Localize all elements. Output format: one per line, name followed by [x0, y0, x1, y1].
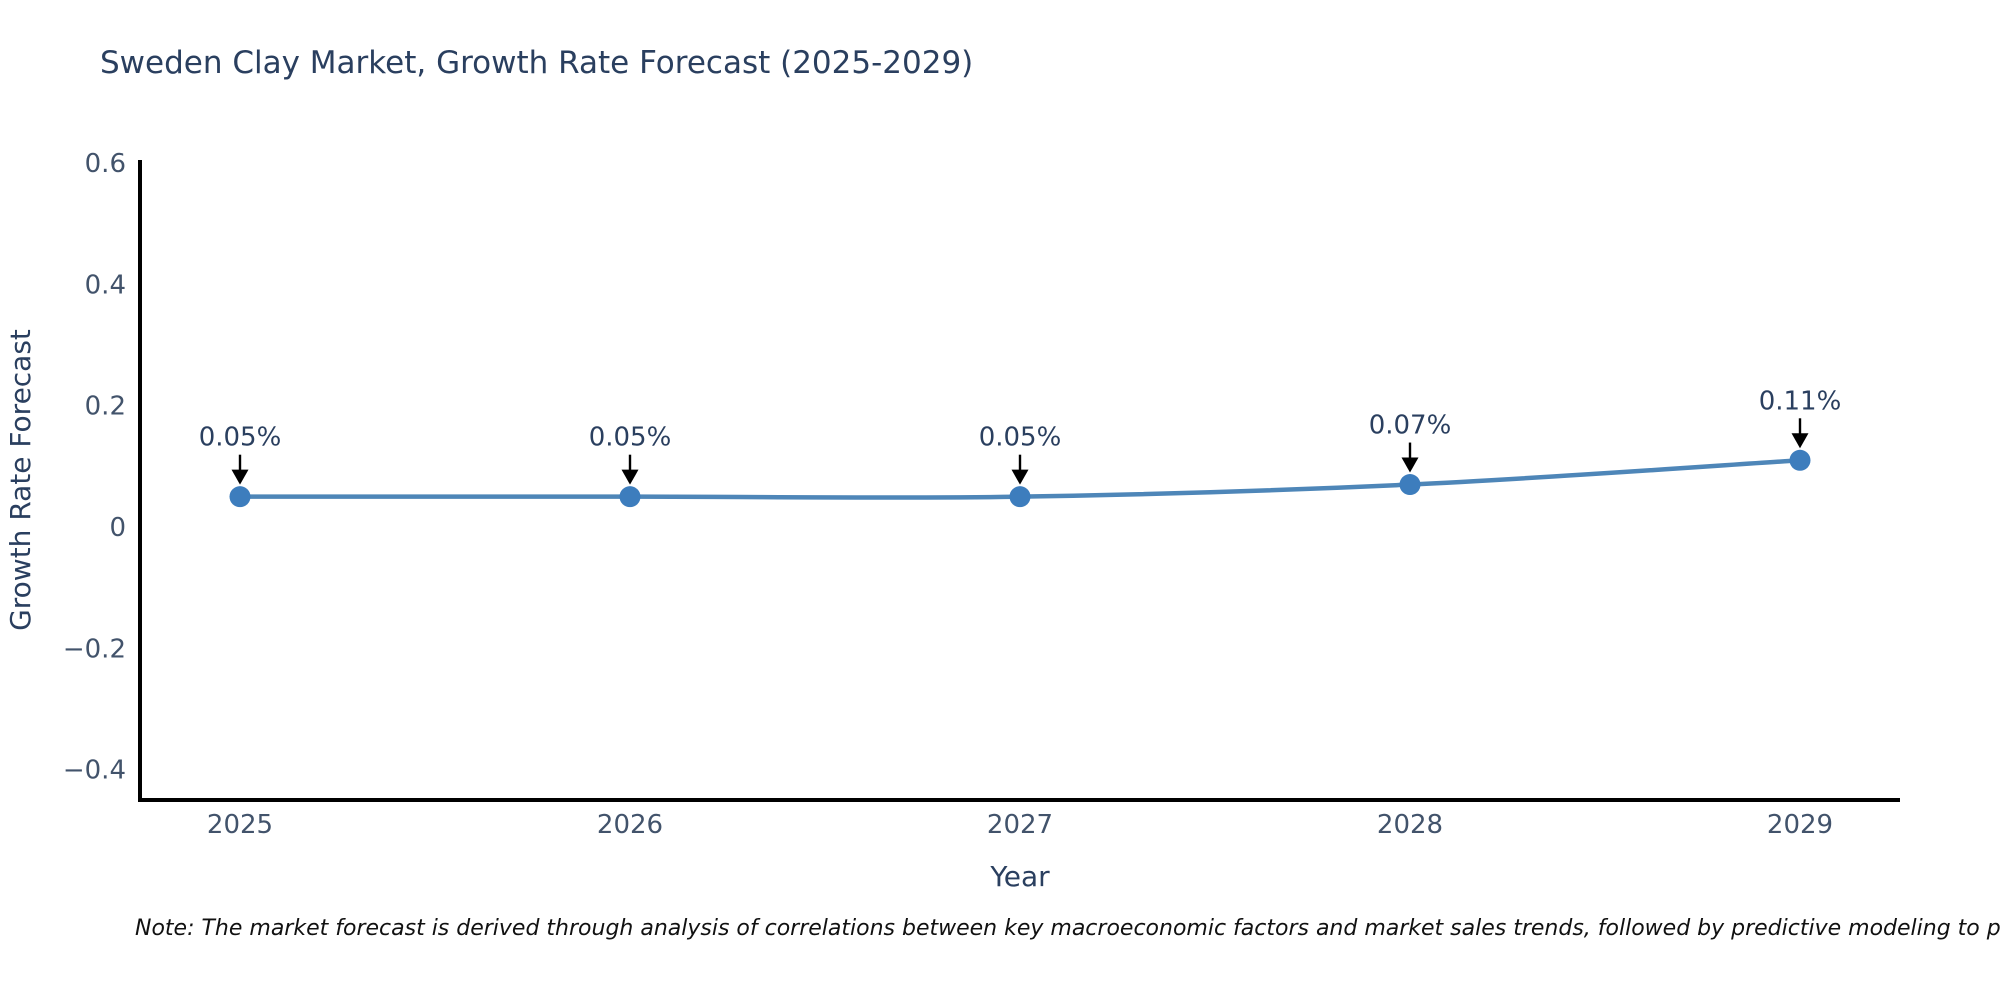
footnote: Note: The market forecast is derived thr… [135, 916, 2000, 941]
annotation-arrow-head [1401, 457, 1419, 473]
point-label: 0.05% [589, 423, 672, 453]
annotation-arrow-head [621, 469, 639, 485]
y-tick-label: 0.4 [85, 270, 126, 300]
annotation-arrow-head [1011, 469, 1029, 485]
y-tick-label: −0.4 [63, 756, 126, 786]
x-tick-label: 2028 [1377, 810, 1443, 840]
chart-title: Sweden Clay Market, Growth Rate Forecast… [100, 45, 974, 81]
x-tick-label: 2029 [1767, 810, 1833, 840]
y-tick-label: −0.2 [63, 634, 126, 664]
point-label: 0.11% [1759, 386, 1842, 416]
point-label: 0.07% [1369, 411, 1452, 441]
x-tick-label: 2025 [207, 810, 273, 840]
y-tick-label: 0.6 [85, 149, 126, 179]
x-tick-label: 2027 [987, 810, 1053, 840]
data-point-marker [619, 486, 641, 508]
data-point-marker [1399, 474, 1421, 496]
y-tick-label: 0 [109, 513, 126, 543]
annotation-arrow-head [231, 469, 249, 485]
y-tick-label: 0.2 [85, 392, 126, 422]
y-axis-title: Growth Rate Forecast [4, 329, 37, 631]
data-point-marker [1789, 449, 1811, 471]
point-label: 0.05% [979, 423, 1062, 453]
data-point-marker [229, 486, 251, 508]
point-label: 0.05% [199, 423, 282, 453]
x-tick-label: 2026 [597, 810, 663, 840]
annotation-arrow-head [1791, 433, 1809, 449]
data-point-marker [1009, 486, 1031, 508]
x-axis-title: Year [989, 860, 1050, 893]
